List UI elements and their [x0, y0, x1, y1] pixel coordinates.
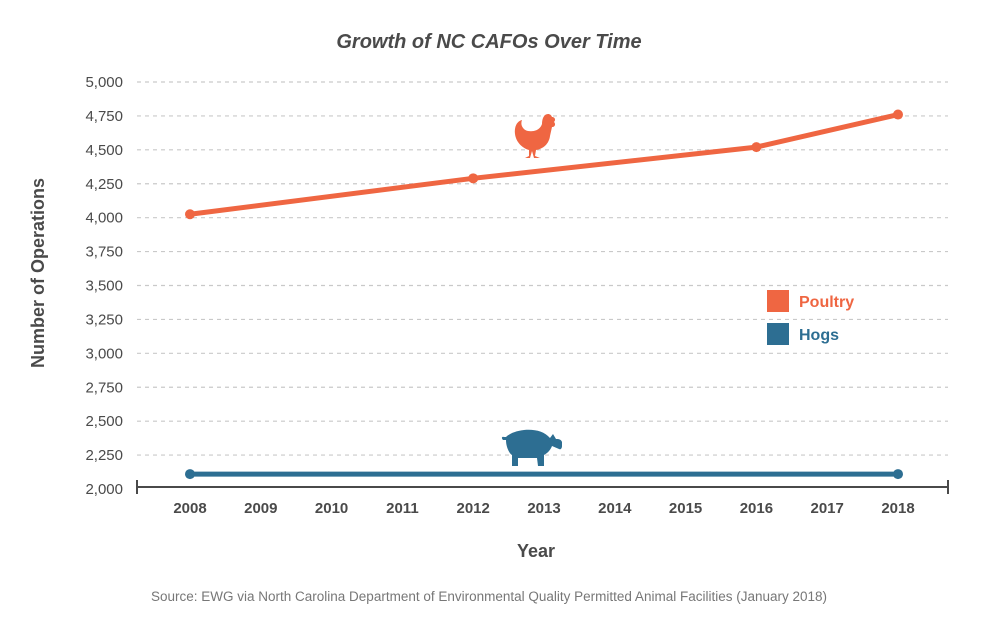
x-tick-label: 2008	[173, 500, 206, 517]
y-tick-label: 4,000	[85, 210, 123, 227]
y-tick-label: 3,750	[85, 244, 123, 261]
source-note: Source: EWG via North Carolina Departmen…	[151, 589, 827, 604]
legend-label-hogs: Hogs	[799, 327, 839, 344]
legend-item-poultry: Poultry	[767, 290, 854, 312]
y-tick-label: 2,000	[85, 481, 123, 498]
pig-icon	[501, 429, 562, 466]
legend: Poultry Hogs	[767, 290, 854, 345]
legend-label-poultry: Poultry	[799, 294, 854, 311]
x-tick-label: 2018	[881, 500, 914, 517]
y-tick-label: 3,500	[85, 278, 123, 295]
series-lines	[185, 109, 903, 480]
point-poultry-2018	[893, 109, 903, 120]
legend-item-hogs: Hogs	[767, 323, 839, 345]
gridlines	[137, 81, 948, 456]
y-tick-label: 3,000	[85, 345, 123, 362]
y-tick-label: 5,000	[85, 74, 123, 91]
legend-swatch-poultry	[767, 290, 789, 312]
x-tick-label: 2011	[386, 500, 419, 517]
x-tick-label: 2012	[457, 500, 490, 517]
y-tick-label: 4,750	[85, 108, 123, 125]
chart-title: Growth of NC CAFOs Over Time	[336, 31, 641, 53]
x-axis-label: Year	[517, 541, 555, 561]
chicken-icon	[514, 113, 556, 158]
y-tick-label: 3,250	[85, 311, 123, 328]
point-hogs-2008	[185, 469, 195, 480]
point-poultry-2012	[468, 173, 479, 184]
x-tick-label: 2015	[669, 500, 702, 517]
x-tick-label: 2009	[244, 500, 277, 517]
y-tick-label: 2,250	[85, 447, 123, 464]
line-poultry	[187, 112, 901, 217]
legend-swatch-hogs	[767, 323, 789, 345]
point-poultry-2008	[185, 209, 195, 220]
x-axis-ticks: 2008 2009 2010 2011 2012 2013 2014 2015 2016 2017…	[173, 500, 914, 517]
y-axis-ticks: 2,000 2,250 2,500 2,750 3,000 3,250 3,500 3,750…	[85, 74, 123, 498]
x-tick-label: 2016	[740, 500, 773, 517]
y-tick-label: 4,250	[85, 176, 123, 193]
y-tick-label: 2,500	[85, 413, 123, 430]
x-tick-label: 2013	[527, 500, 560, 517]
y-axis-label: Number of Operations	[28, 178, 48, 368]
y-tick-label: 4,500	[85, 142, 123, 159]
point-hogs-2018	[893, 469, 903, 480]
x-tick-label: 2017	[811, 500, 844, 517]
y-tick-label: 2,750	[85, 379, 123, 396]
x-tick-label: 2010	[315, 500, 348, 517]
x-tick-label: 2014	[598, 500, 632, 517]
point-poultry-2016	[751, 142, 762, 153]
